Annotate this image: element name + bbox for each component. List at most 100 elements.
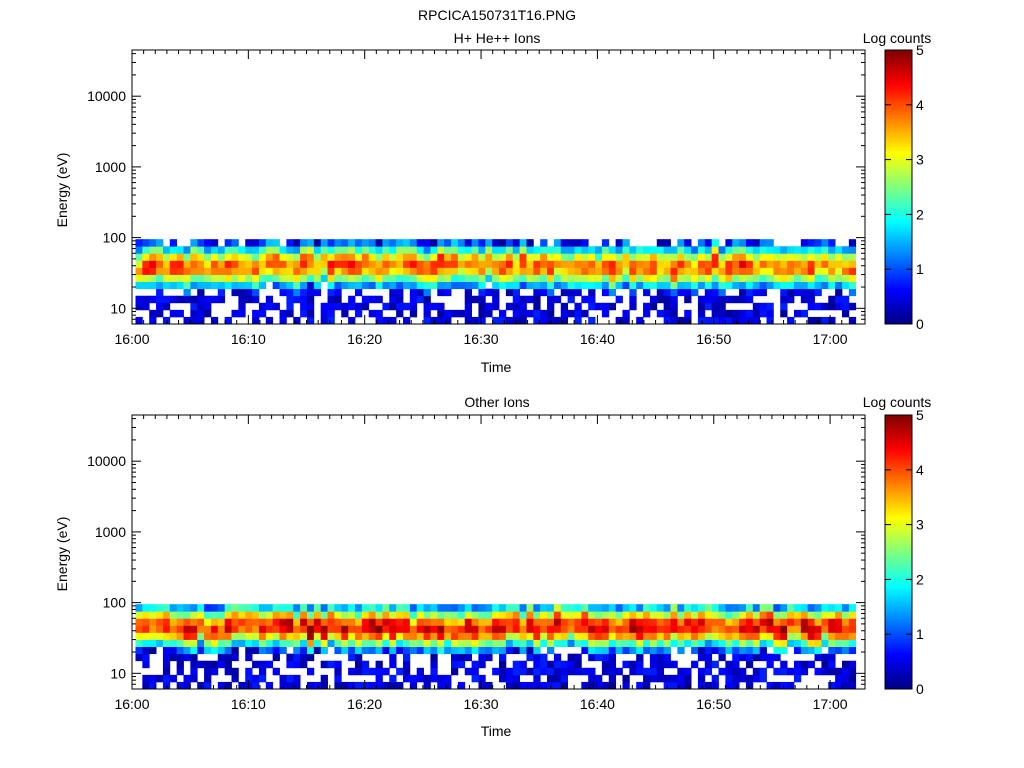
heatmap-cell xyxy=(382,618,390,626)
heatmap-cell xyxy=(334,281,342,290)
colorbar-segment xyxy=(885,88,912,92)
heatmap-cell xyxy=(265,274,274,282)
heatmap-cell xyxy=(478,653,486,662)
heatmap-cell xyxy=(375,681,383,690)
heatmap-cell xyxy=(327,267,335,275)
heatmap-cell xyxy=(848,625,857,633)
heatmap-cell xyxy=(540,625,548,633)
heatmap-cell xyxy=(409,632,418,640)
heatmap-cell xyxy=(142,646,150,655)
heatmap-cell xyxy=(190,674,198,683)
heatmap-cell xyxy=(649,646,658,655)
heatmap-cell xyxy=(814,281,822,290)
heatmap-cell xyxy=(684,618,692,626)
heatmap-cell xyxy=(553,239,562,247)
heatmap-cell xyxy=(601,660,610,669)
heatmap-cell xyxy=(622,660,630,669)
heatmap-cell xyxy=(492,611,500,619)
heatmap-cell xyxy=(608,625,617,633)
heatmap-cell xyxy=(615,646,623,655)
heatmap-cell xyxy=(389,611,397,619)
heatmap-cell xyxy=(512,267,520,275)
heatmap-cell xyxy=(533,611,541,619)
heatmap-cell xyxy=(478,316,486,325)
heatmap-cell xyxy=(217,288,226,297)
heatmap-cell xyxy=(622,239,630,247)
heatmap-cell xyxy=(485,625,493,633)
heatmap-cell xyxy=(341,274,349,282)
heatmap-cell xyxy=(361,267,370,275)
heatmap-cell xyxy=(725,674,733,683)
heatmap-cell xyxy=(348,253,356,261)
colorbar-segment xyxy=(885,93,912,97)
heatmap-cell xyxy=(279,618,287,626)
heatmap-cell xyxy=(656,281,665,290)
colorbar-segment xyxy=(885,95,912,99)
heatmap-cell xyxy=(389,274,397,282)
heatmap-cell xyxy=(204,253,212,261)
heatmap-cell xyxy=(142,253,150,261)
heatmap-cell xyxy=(231,274,239,282)
heatmap-cell xyxy=(752,260,761,268)
heatmap-cell xyxy=(402,316,411,325)
heatmap-cell xyxy=(745,681,754,690)
heatmap-cell xyxy=(615,604,623,612)
heatmap-cell xyxy=(540,667,548,676)
heatmap-cell xyxy=(773,611,781,619)
heatmap-cell xyxy=(684,674,692,683)
colorbar-segment xyxy=(885,478,912,482)
heatmap-cell xyxy=(595,618,603,626)
heatmap-cell xyxy=(560,274,569,282)
heatmap-cell xyxy=(423,246,431,254)
heatmap-cell xyxy=(320,660,328,669)
heatmap-cell xyxy=(471,604,479,612)
heatmap-cell xyxy=(306,288,315,297)
heatmap-cell xyxy=(519,309,527,318)
heatmap-cell xyxy=(608,681,617,690)
heatmap-cell xyxy=(711,267,719,275)
heatmap-cell xyxy=(807,316,815,325)
colorbar-segment xyxy=(885,542,912,546)
heatmap-cell xyxy=(793,253,802,261)
heatmap-cell xyxy=(821,253,829,261)
heatmap-cell xyxy=(313,288,322,297)
heatmap-cell xyxy=(622,625,630,633)
heatmap-cell xyxy=(492,253,500,261)
heatmap-cell xyxy=(286,632,294,640)
heatmap-cell xyxy=(300,653,308,662)
heatmap-cell xyxy=(547,632,555,640)
heatmap-cell xyxy=(512,611,520,619)
heatmap-cell xyxy=(848,639,857,647)
heatmap-cell xyxy=(389,639,397,647)
heatmap-cell xyxy=(773,625,781,633)
heatmap-cell xyxy=(162,660,171,669)
heatmap-cell xyxy=(636,604,644,612)
heatmap-cell xyxy=(567,604,575,612)
heatmap-cell xyxy=(197,632,205,640)
heatmap-cell xyxy=(279,260,287,268)
heatmap-cell xyxy=(306,681,315,690)
heatmap-cell xyxy=(704,618,713,626)
heatmap-cell xyxy=(574,625,582,633)
heatmap-cell xyxy=(526,632,534,640)
heatmap-cell xyxy=(773,260,781,268)
heatmap-cell xyxy=(320,260,328,268)
heatmap-cell xyxy=(210,260,219,268)
heatmap-cell xyxy=(807,274,815,282)
heatmap-cell xyxy=(176,260,184,268)
heatmap-cell xyxy=(382,267,390,275)
colorbar-segment xyxy=(885,312,912,316)
heatmap-cell xyxy=(265,267,274,275)
heatmap-cell xyxy=(142,681,150,690)
heatmap-cell xyxy=(409,639,418,647)
heatmap-cell xyxy=(711,295,719,304)
heatmap-cell xyxy=(505,239,514,247)
heatmap-cell xyxy=(451,646,459,655)
heatmap-cell xyxy=(423,316,431,325)
heatmap-cell xyxy=(252,295,260,304)
colorbar-segment xyxy=(885,643,912,647)
heatmap-cell xyxy=(389,302,397,311)
heatmap-cells xyxy=(135,239,857,325)
heatmap-cell xyxy=(300,302,308,311)
heatmap-cell xyxy=(320,239,328,247)
